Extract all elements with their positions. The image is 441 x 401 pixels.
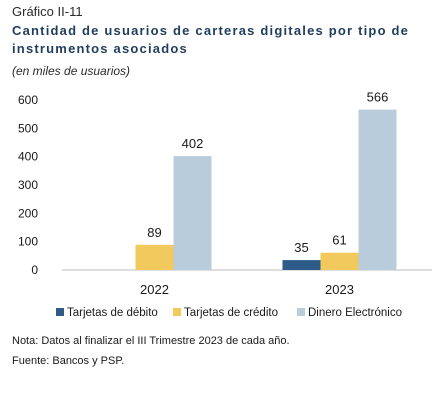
data-label: 35 [294,240,308,255]
chart-title: Cantidad de usuarios de carteras digital… [12,23,410,56]
legend-swatch [56,308,64,316]
bar [173,156,212,270]
legend-swatch [297,308,305,316]
y-tick-label: 600 [18,93,38,107]
bar [358,109,397,270]
figure-number: Gráfico II-11 [12,4,83,19]
y-tick-label: 100 [18,235,38,249]
legend-swatch [173,308,181,316]
chart-note: Nota: Datos al finalizar el III Trimestr… [12,335,290,347]
y-tick-label: 400 [18,150,38,164]
bar [135,244,174,270]
y-tick-label: 300 [18,178,38,192]
chart-subtitle: (en miles de usuarios) [12,64,131,78]
y-tick-label: 500 [18,121,38,135]
y-tick-label: 0 [31,263,38,277]
legend-label: Dinero Electrónico [308,307,402,319]
chart-source: Fuente: Bancos y PSP. [12,355,125,367]
data-label: 61 [332,233,346,248]
data-label: 566 [367,90,389,105]
bar-chart: 0 100 200 300 400 500 600 89 402 2022 35 61 566 2023 T… [18,90,432,319]
y-tick-label: 200 [18,206,38,220]
x-tick-label: 2023 [325,282,354,297]
data-label: 89 [147,225,161,240]
x-tick-label: 2022 [140,282,169,297]
bar [282,260,321,270]
bar [320,252,359,270]
data-label: 402 [182,136,204,151]
legend-label: Tarjetas de débito [67,307,158,319]
legend-label: Tarjetas de crédito [184,307,278,319]
